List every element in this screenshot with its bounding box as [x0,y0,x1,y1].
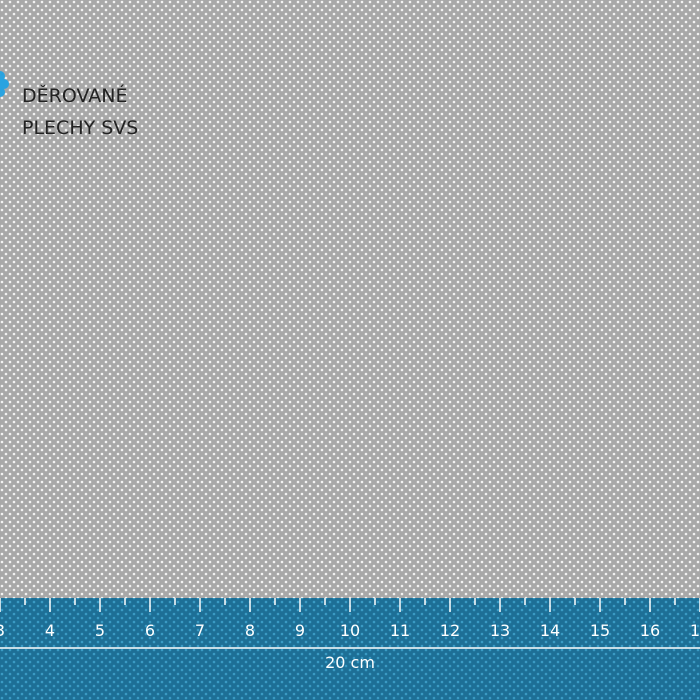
ruler-label: 10 [340,621,360,640]
ruler-label: 9 [295,621,305,640]
ruler-label: 17 [690,621,700,640]
logo-text: PLECHY SVS [22,117,138,139]
ruler-label: 16 [640,621,660,640]
ruler-band [0,598,700,700]
ruler-label: 5 [95,621,105,640]
ruler-label: 6 [145,621,155,640]
ruler-label: 15 [590,621,610,640]
ruler-label: 4 [45,621,55,640]
logo-icon [0,71,9,97]
ruler-label: 12 [440,621,460,640]
ruler-label: 3 [0,621,5,640]
logo-text: DĚROVANÉ [22,84,127,107]
ruler-span-label: 20 cm [325,653,375,672]
ruler-label: 8 [245,621,255,640]
ruler-label: 11 [390,621,410,640]
ruler-label: 7 [195,621,205,640]
ruler-label: 13 [490,621,510,640]
ruler-label: 14 [540,621,560,640]
ruler: 3 4 5 6 7 8 9 10 11 12 13 14 15 16 17 [0,598,700,640]
